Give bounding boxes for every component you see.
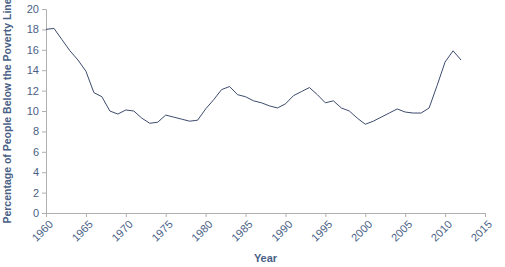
x-tick: 1980 [189,213,215,244]
y-tick-label: 18 [27,23,39,35]
y-tick-mark [42,213,46,214]
x-tick: 1985 [229,213,255,244]
x-tick-mark [485,213,486,217]
y-tick-mark [42,172,46,173]
y-tick: 20 [27,3,46,15]
x-tick: 2010 [428,213,454,244]
y-tick: 4 [33,166,46,178]
x-tick: 1965 [69,213,95,244]
plot-area [46,28,461,124]
y-tick-label: 12 [27,85,39,97]
x-tick-label: 2010 [428,218,454,244]
y-tick-mark [42,50,46,51]
y-axis: 0 2 4 6 8 10 12 14 16 18 20 [27,3,47,219]
x-tick-label: 2015 [468,218,494,244]
y-tick: 18 [27,23,46,35]
x-tick-label: 1970 [109,218,135,244]
x-axis-title: Year [254,252,278,264]
x-tick-mark [206,213,207,217]
y-tick-mark [42,9,46,10]
x-tick-mark [246,213,247,217]
x-tick-label: 1995 [309,218,335,244]
y-tick-label: 20 [27,3,39,15]
y-axis-title: Percentage of People Below the Poverty L… [1,0,13,224]
y-tick-mark [42,29,46,30]
x-tick-mark [285,213,286,217]
x-tick-label: 1960 [29,218,55,244]
y-axis-line [42,10,47,214]
x-tick-label: 2000 [349,218,375,244]
x-tick-mark [405,213,406,217]
y-tick-label: 16 [27,44,39,56]
x-tick-mark [365,213,366,217]
y-tick: 16 [27,44,46,56]
y-tick-mark [42,131,46,132]
y-tick: 0 [33,207,46,219]
x-tick-label: 1965 [69,218,95,244]
x-tick-label: 1990 [269,218,295,244]
x-tick: 2015 [468,213,494,244]
x-tick-mark [86,213,87,217]
y-tick-label: 4 [33,166,39,178]
x-tick-label: 1975 [149,218,175,244]
y-tick: 6 [33,146,46,158]
y-tick: 12 [27,85,46,97]
x-tick: 1995 [309,213,335,244]
x-tick-label: 2005 [389,218,415,244]
y-tick: 14 [27,64,46,76]
x-tick-mark [126,213,127,217]
chart: 1960 1965 1970 1975 1980 1985 1990 1995 2000 2005… [0,0,505,267]
y-tick-mark [42,91,46,92]
y-tick-label: 0 [33,207,39,219]
y-tick-mark [42,152,46,153]
y-tick-label: 10 [27,105,39,117]
x-axis-line [47,214,486,218]
x-tick-label: 1985 [229,218,255,244]
y-tick-mark [42,111,46,112]
x-tick: 1970 [109,213,135,244]
y-tick: 2 [33,187,46,199]
y-tick: 8 [33,125,46,137]
x-tick-mark [325,213,326,217]
y-tick-mark [42,193,46,194]
x-tick: 2000 [349,213,375,244]
y-tick-label: 8 [33,125,39,137]
x-tick: 1975 [149,213,175,244]
x-tick: 2005 [389,213,415,244]
data-line [46,28,461,124]
y-tick-label: 6 [33,146,39,158]
y-tick-label: 14 [27,64,39,76]
x-tick-label: 1980 [189,218,215,244]
y-tick: 10 [27,105,46,117]
x-tick: 1990 [269,213,295,244]
y-tick-label: 2 [33,187,39,199]
x-tick-mark [166,213,167,217]
x-axis: 1960 1965 1970 1975 1980 1985 1990 1995 2000 2005… [29,213,494,244]
y-tick-mark [42,70,46,71]
x-tick-mark [445,213,446,217]
